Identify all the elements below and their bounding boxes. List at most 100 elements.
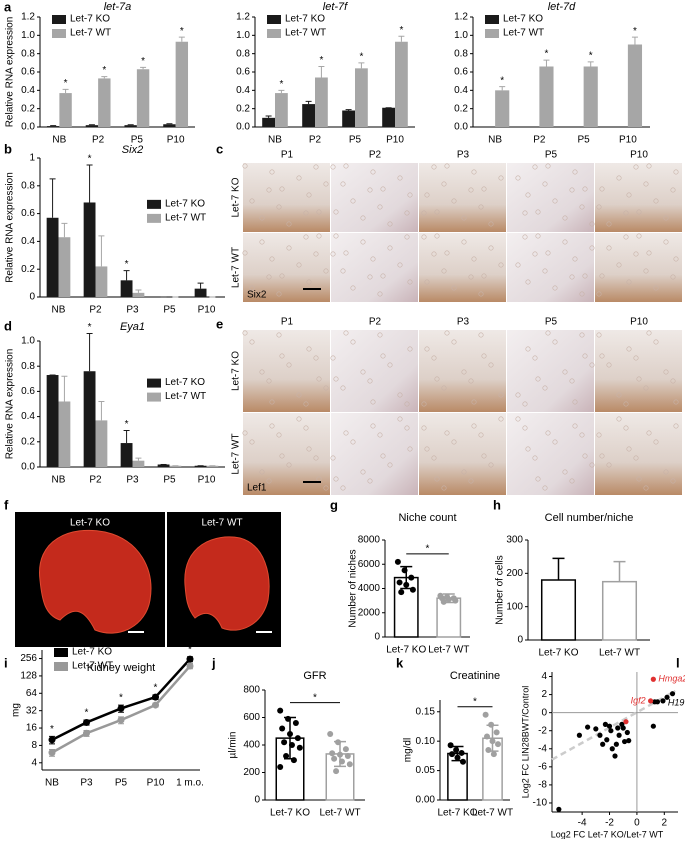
column-label: P2 — [369, 150, 382, 161]
bar — [84, 371, 96, 467]
x-tick-label: NB — [52, 135, 66, 146]
bar — [133, 293, 145, 297]
bar — [628, 45, 642, 128]
bar — [59, 237, 71, 297]
column-label: P10 — [630, 150, 648, 161]
image-label: Let-7 WT — [201, 518, 242, 529]
data-point — [614, 742, 619, 747]
y-tick-label: 256 — [20, 653, 37, 664]
column-label: P1 — [281, 317, 294, 328]
error-bar — [98, 401, 104, 420]
data-point — [608, 728, 613, 733]
error-bar — [499, 87, 505, 91]
bar — [59, 93, 71, 127]
x-tick-label: P2 — [309, 135, 322, 146]
data-point — [187, 656, 194, 663]
data-point — [612, 753, 617, 758]
significance-star: * — [188, 644, 192, 655]
data-point — [83, 719, 90, 726]
panel-letter: c — [216, 141, 223, 156]
data-point — [615, 725, 620, 730]
legend-swatch — [54, 648, 68, 657]
significance-star: * — [119, 693, 123, 704]
legend-swatch — [147, 200, 161, 209]
data-point — [490, 738, 496, 744]
y-axis-label: Relative RNA expression — [5, 349, 16, 460]
y-tick-label: 8 — [31, 740, 37, 751]
y-tick-label: 1.2 — [454, 12, 468, 23]
x-tick-label: P5 — [163, 475, 176, 486]
legend-swatch — [485, 15, 499, 24]
bar — [495, 90, 509, 127]
legend-label: Let-7 KO — [165, 377, 205, 388]
y-tick-label: 800 — [243, 685, 260, 696]
point-label: Hmga2 — [658, 674, 685, 684]
significance-star: * — [279, 79, 283, 90]
data-point — [285, 716, 291, 722]
chart-title: let-7d — [548, 1, 576, 13]
data-point — [277, 708, 283, 714]
x-tick-label: P3 — [126, 305, 139, 316]
x-tick-label: P2 — [89, 475, 102, 486]
error-bar — [87, 333, 93, 371]
y-tick-label: 0.0 — [21, 122, 35, 133]
y-tick-label: -2 — [538, 725, 547, 736]
x-tick-label: NB — [45, 778, 59, 789]
data-point — [403, 582, 409, 588]
significance-star: * — [359, 51, 363, 62]
data-point — [118, 705, 125, 712]
x-tick-label: P10 — [198, 305, 216, 316]
y-tick-label: 4000 — [358, 583, 381, 594]
data-point — [459, 750, 465, 756]
bar — [584, 67, 598, 128]
point-label: H19 — [668, 697, 685, 707]
y-tick-label: 16 — [26, 723, 38, 734]
x-tick-label: P3 — [126, 475, 139, 486]
x-tick-label: P5 — [115, 778, 128, 789]
y-tick-label: 0.15 — [416, 706, 436, 717]
significance-star: * — [64, 78, 68, 89]
data-point — [277, 764, 283, 770]
legend-swatch — [54, 662, 68, 671]
error-bar — [135, 290, 141, 293]
error-bar — [135, 458, 141, 461]
x-tick-label: NB — [268, 135, 282, 146]
data-point — [339, 759, 345, 765]
data-point — [118, 717, 125, 724]
y-tick-label: -6 — [538, 761, 547, 772]
data-point — [484, 733, 490, 739]
x-tick-label: 2 — [662, 818, 668, 829]
y-tick-label: 0 — [517, 635, 523, 646]
data-point — [585, 724, 590, 729]
y-axis-label: Log2 FC LIN28BWT/Control — [520, 686, 530, 799]
x-tick-label: Let-7 WT — [472, 808, 513, 819]
significance-star: * — [399, 25, 403, 36]
bar — [96, 420, 108, 467]
y-tick-label: 1.2 — [21, 12, 35, 23]
significance-star: * — [154, 683, 158, 694]
data-point — [347, 761, 353, 767]
significance-star: * — [125, 419, 129, 430]
panel-letter: d — [4, 318, 12, 333]
panel-letter: k — [396, 655, 404, 670]
legend-swatch — [52, 15, 66, 24]
y-axis-label: Number of niches — [348, 549, 359, 627]
x-tick-label: 1 m.o. — [176, 778, 204, 789]
data-point — [455, 755, 461, 761]
bar — [121, 280, 133, 297]
legend-label: Let-7 WT — [72, 661, 113, 672]
x-tick-label: P2 — [89, 305, 102, 316]
data-point — [448, 742, 454, 748]
x-tick-label: P5 — [349, 135, 362, 146]
data-point — [279, 726, 285, 732]
data-point — [281, 739, 287, 745]
data-point — [623, 719, 628, 724]
row-label: Let-7 KO — [231, 177, 242, 217]
stain-label: Lef1 — [247, 483, 267, 494]
y-tick-label: 1 — [29, 153, 35, 164]
bar — [539, 67, 553, 128]
data-point — [495, 741, 501, 747]
data-point — [491, 751, 497, 757]
y-tick-label: 1.0 — [236, 30, 250, 41]
